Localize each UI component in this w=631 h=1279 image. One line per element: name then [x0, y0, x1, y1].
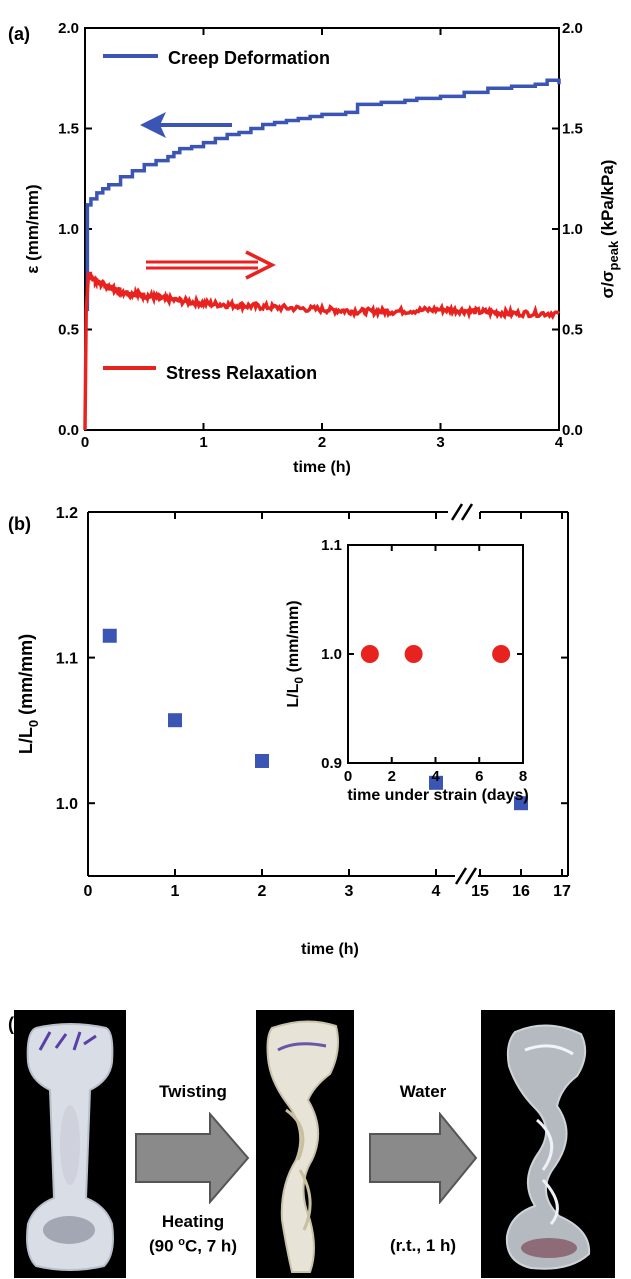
panel-a-xtick-label: 3 [436, 434, 444, 451]
inset-xtick-label: 6 [475, 768, 483, 785]
panel-b-xtick-label: 3 [345, 883, 354, 900]
panel-a-ylabel-left: ε (mm/mm) [23, 184, 42, 273]
panel-b-xtick-label: 17 [553, 883, 571, 900]
panel-b-chart: (b) 0 1 2 3 4 15 16 171.01.11.2 0 2 4 6 80.91.01.1 … [8, 503, 571, 958]
panel-a-xtick-label: 1 [199, 434, 207, 451]
panel-a-ytick-left-label: 0.0 [58, 422, 79, 439]
panel-b-data-square [168, 713, 182, 728]
gray-arrow-icon [369, 1112, 478, 1204]
panel-a-ytick-right-label: 0.0 [562, 422, 583, 439]
panel-a-xlabel: time (h) [293, 459, 351, 476]
panel-b-label: (b) [8, 514, 31, 534]
inset-data-circle [492, 645, 511, 663]
inset-xtick-label: 4 [431, 768, 440, 785]
axis-break-bottom [454, 867, 478, 885]
step2-top-text: Water [399, 1082, 447, 1101]
gray-arrow-icon [135, 1112, 250, 1204]
panel-b-xtick-label: 2 [258, 883, 267, 900]
step1-bottom-line1: Heating [161, 1212, 225, 1231]
stress-relaxation-line [83, 271, 561, 431]
inset-xtick-label: 0 [344, 768, 352, 785]
panel-b-data-square [429, 775, 443, 790]
photo-original-specimen [14, 1010, 126, 1278]
panel-a-xtick-label: 2 [318, 434, 326, 451]
panel-a-ytick-right-label: 2.0 [562, 20, 583, 37]
panel-b-ytick-label: 1.2 [56, 505, 78, 522]
panel-b-ytick-label: 1.0 [56, 796, 78, 813]
panel-a-xtick-label: 4 [555, 434, 564, 451]
panel-a-chart: (a) 0 1 2 3 40.00.51.01.52.00.00.51.01.52.0 … [8, 20, 621, 476]
inset-data-circle [360, 645, 379, 663]
panel-b-xtick-label: 1 [171, 883, 180, 900]
process-arrow-water: Water (r.t., 1 h) [368, 1010, 478, 1278]
inset-xtick-label: 2 [388, 768, 396, 785]
panel-c: (c) Twisting Heating (90 oC, 7 h) Water [0, 1010, 631, 1279]
panel-a-ytick-right-label: 0.5 [562, 322, 583, 339]
panel-b-ylabel: L/L0 (mm/mm) [16, 634, 41, 754]
panel-a-ylabel-right: σ/σpeak (kPa/kPa) [598, 160, 621, 299]
creep-deformation-line [85, 78, 561, 312]
panel-b-xtick-label: 15 [471, 883, 489, 900]
panel-b-xtick-label: 0 [84, 883, 93, 900]
panel-a-ytick-left-label: 2.0 [58, 20, 79, 37]
inset-xlabel: time under strain (days) [347, 787, 528, 804]
step1-top-text: Twisting [159, 1082, 227, 1101]
panel-b-xtick-label: 16 [512, 883, 530, 900]
inset-xtick-label: 8 [519, 768, 527, 785]
panel-a-ytick-right-label: 1.0 [562, 221, 583, 238]
photo-twisted-specimen [256, 1010, 354, 1278]
inset-data-circle [404, 645, 423, 663]
panel-b-data-square [102, 628, 117, 643]
panel-a-ytick-left-label: 0.5 [58, 322, 79, 339]
panel-a-ytick-right-label: 1.5 [562, 121, 583, 138]
step1-bottom-line2: (90 oC, 7 h) [149, 1236, 237, 1256]
panel-b-xlabel: time (h) [301, 941, 359, 958]
panel-b-frame [87, 511, 569, 877]
inset-ytick-label: 1.1 [321, 537, 342, 554]
axis-break-top [450, 503, 474, 521]
inset-ylabel: L/L0 (mm/mm) [285, 600, 306, 707]
panel-b-data-square [514, 796, 528, 811]
legend-relax-label: Stress Relaxation [166, 363, 317, 383]
inset-ytick-label: 0.9 [321, 755, 342, 772]
panel-a-ytick-left-label: 1.0 [58, 221, 79, 238]
panel-a-label: (a) [8, 24, 30, 44]
process-arrow-twisting: Twisting Heating (90 oC, 7 h) [134, 1010, 252, 1278]
photo-recovered-specimen [481, 1010, 615, 1278]
panel-a-xtick-label: 0 [81, 434, 89, 451]
right-arrow-icon [146, 250, 276, 280]
step2-bottom-text: (r.t., 1 h) [389, 1236, 457, 1255]
panel-a-ytick-left-label: 1.5 [58, 121, 79, 138]
inset-ytick-label: 1.0 [321, 646, 342, 663]
panel-b-ytick-label: 1.1 [56, 651, 78, 668]
legend-creep-label: Creep Deformation [168, 48, 330, 68]
left-arrow-icon [140, 112, 232, 138]
panel-b-xtick-label: 4 [432, 883, 441, 900]
panel-b-data-square [255, 753, 269, 768]
